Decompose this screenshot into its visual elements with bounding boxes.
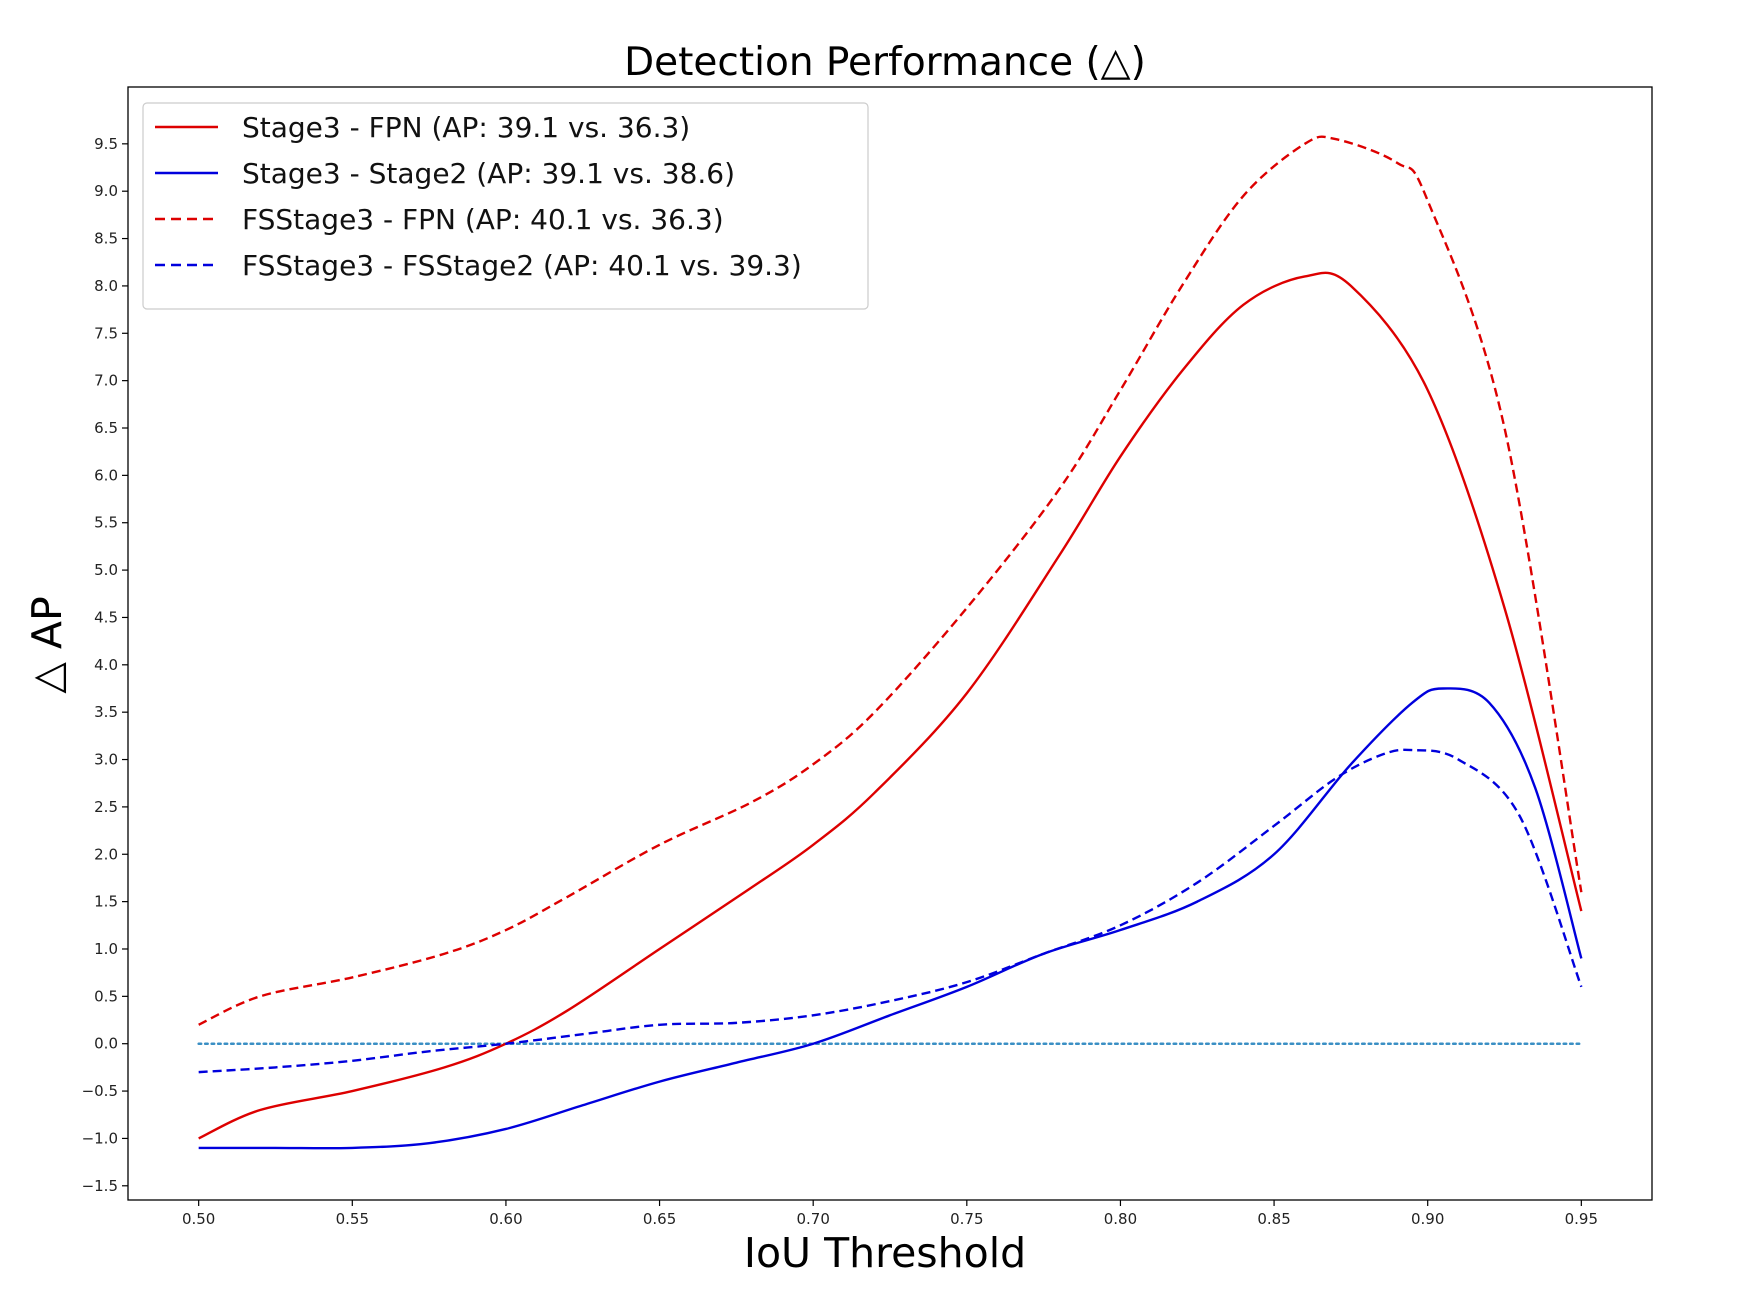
chart-title: Detection Performance (△) (624, 40, 1146, 85)
x-tick-label: 0.55 (336, 1210, 369, 1228)
y-tick-label: 1.0 (94, 940, 118, 958)
y-tick-label: −1.5 (82, 1177, 118, 1195)
y-tick-label: 2.0 (94, 845, 118, 863)
y-axis-label: △ AP (23, 596, 71, 693)
y-tick-label: 0.5 (94, 987, 118, 1005)
y-tick-label: 4.0 (94, 656, 118, 674)
x-tick-label: 0.60 (489, 1210, 522, 1228)
legend-label: FSStage3 - FSStage2 (AP: 40.1 vs. 39.3) (242, 249, 802, 282)
x-tick-label: 0.70 (796, 1210, 829, 1228)
series-line-fsstage3-fpn (198, 135, 1583, 1026)
plot-frame (127, 86, 1653, 1201)
legend-label: Stage3 - Stage2 (AP: 39.1 vs. 38.6) (242, 157, 735, 190)
x-tick-label: 0.65 (643, 1210, 676, 1228)
y-tick-label: 9.5 (94, 135, 118, 153)
legend-label: FSStage3 - FPN (AP: 40.1 vs. 36.3) (242, 203, 724, 236)
x-tick-label: 0.80 (1104, 1210, 1137, 1228)
series-line-stage3-fpn (198, 271, 1583, 1140)
y-tick-label: 3.5 (94, 703, 118, 721)
y-tick-label: 2.5 (94, 798, 118, 816)
x-tick-label: 0.50 (182, 1210, 215, 1228)
y-tick-label: 8.5 (94, 230, 118, 248)
x-tick-label: 0.75 (950, 1210, 983, 1228)
y-tick-label: 6.0 (94, 466, 118, 484)
legend-box (142, 102, 869, 310)
y-tick-label: −1.0 (82, 1129, 118, 1147)
plot-area: 0.50 0.55 0.60 0.65 0.70 0.75 0.80 0.85 0.90 0.95… (82, 86, 1653, 1228)
y-tick-label: 0.0 (94, 1035, 118, 1053)
y-tick-label: 8.0 (94, 277, 118, 295)
y-tick-label: 4.5 (94, 608, 118, 626)
y-tick-label: 3.0 (94, 751, 118, 769)
y-tick-label: 1.5 (94, 893, 118, 911)
y-tick-label: 9.0 (94, 182, 118, 200)
y-tick-label: 5.5 (94, 514, 118, 532)
y-tick-label: 7.5 (94, 324, 118, 342)
x-tick-label: 0.90 (1411, 1210, 1444, 1228)
legend: Stage3 - FPN (AP: 39.1 vs. 36.3) Stage3 -… (142, 102, 869, 310)
legend-label: Stage3 - FPN (AP: 39.1 vs. 36.3) (242, 111, 690, 144)
x-tick-label: 0.95 (1565, 1210, 1598, 1228)
series-line-stage3-stage2 (198, 687, 1583, 1150)
y-tick-label: 6.5 (94, 419, 118, 437)
y-tick-label: 5.0 (94, 561, 118, 579)
y-tick-label: 7.0 (94, 372, 118, 390)
x-tick-label: 0.85 (1257, 1210, 1290, 1228)
y-tick-label: −0.5 (82, 1082, 118, 1100)
x-axis-label: IoU Threshold (744, 1229, 1026, 1277)
